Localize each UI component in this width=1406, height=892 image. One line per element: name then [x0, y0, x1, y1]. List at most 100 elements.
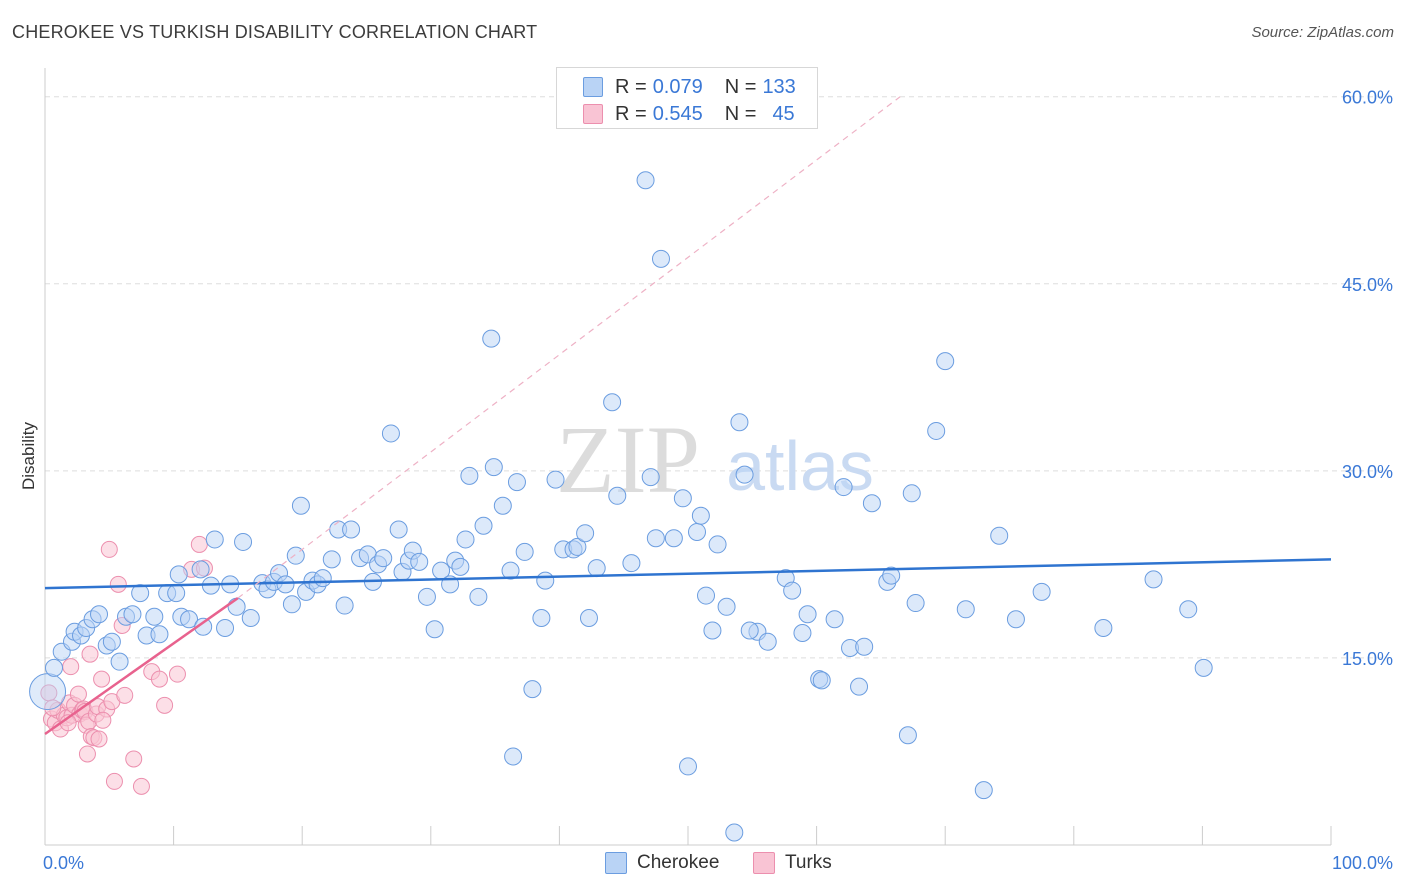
bottom-cherokee-label: Cherokee [637, 852, 720, 873]
cherokee-point [697, 586, 716, 605]
cherokee-point [110, 652, 129, 671]
bottom-legend-turks: Turks [753, 852, 832, 874]
cherokee-point [636, 171, 655, 190]
cherokee-point [651, 249, 670, 268]
cherokee-point [322, 550, 341, 569]
cherokee-point [507, 473, 526, 492]
cherokee-point [276, 575, 295, 594]
bottom-turks-swatch [753, 852, 775, 874]
turks-point [78, 745, 96, 763]
cherokee-swatch [583, 77, 603, 97]
watermark: ZIP atlas [556, 406, 874, 513]
cherokee-point [902, 484, 921, 503]
legend-row-turks: R = 0.545 N = 45 [557, 101, 795, 127]
x-tick-label-max: 100.0% [1332, 853, 1393, 873]
cherokee-point [167, 584, 186, 603]
stats-legend: R = 0.079 N = 133 R = 0.545 N = 45 [556, 67, 818, 129]
cherokee-point [688, 522, 707, 541]
cherokee-point [1144, 570, 1163, 589]
cherokee-point [703, 621, 722, 640]
cherokee-point [451, 557, 470, 576]
cherokee-r-label: R = [615, 75, 647, 98]
cherokee-point [579, 609, 598, 628]
cherokee-point [389, 520, 408, 539]
x-tick-label-min: 0.0% [43, 853, 84, 873]
cherokee-point [532, 609, 551, 628]
cherokee-point [1194, 658, 1213, 677]
cherokee-point [484, 458, 503, 477]
cherokee-point [855, 637, 874, 656]
y-tick-label: 60.0% [1342, 88, 1393, 108]
cherokee-point [493, 496, 512, 515]
cherokee-point [740, 621, 759, 640]
cherokee-point [974, 781, 993, 800]
y-axis-label: Disability [19, 421, 38, 490]
cherokee-n-value: 133 [762, 75, 796, 98]
cherokee-point [45, 658, 64, 677]
turks-point [94, 711, 112, 729]
turks-point [105, 772, 123, 790]
cherokee-point [679, 757, 697, 776]
cherokee-point [834, 478, 853, 497]
cherokee-point [501, 561, 520, 580]
y-tick-label: 30.0% [1342, 462, 1393, 482]
cherokee-point [1094, 618, 1113, 637]
chart-title: CHEROKEE VS TURKISH DISABILITY CORRELATI… [12, 22, 538, 42]
cherokee-point [708, 535, 727, 554]
turks-point [109, 575, 127, 593]
cherokee-point [646, 529, 665, 548]
cherokee-point [608, 486, 627, 505]
cherokee-point [730, 413, 749, 432]
cherokee-r-value: 0.079 [652, 75, 703, 98]
turks-point [132, 777, 150, 795]
cherokee-point [90, 605, 109, 624]
cherokee-point [474, 516, 493, 535]
cherokee-point [335, 596, 354, 615]
cherokee-point [417, 587, 436, 606]
cherokee-point [927, 421, 946, 440]
cherokee-point [906, 594, 925, 613]
cherokee-point [793, 623, 812, 642]
source-label: Source: ZipAtlas.com [1251, 24, 1394, 41]
turks-point [93, 670, 111, 688]
cherokee-point [342, 520, 361, 539]
cherokee-point [410, 552, 429, 571]
cherokee-point [460, 466, 479, 485]
cherokee-point [191, 560, 210, 579]
cherokee-point [1179, 600, 1198, 619]
turks-r-value: 0.545 [652, 102, 703, 125]
cherokee-point [523, 680, 542, 699]
legend-row-cherokee: R = 0.079 N = 133 [557, 74, 796, 100]
turks-point [81, 645, 99, 663]
cherokee-point [150, 625, 169, 644]
cherokee-point [469, 587, 488, 606]
cherokee-point [216, 618, 235, 637]
cherokee-point [131, 584, 150, 603]
turks-r-label: R = [615, 102, 647, 125]
cherokee-point [282, 595, 301, 614]
cherokee-point [234, 532, 253, 551]
bottom-legend-cherokee: Cherokee [605, 852, 719, 874]
cherokee-point [735, 465, 754, 484]
bottom-cherokee-swatch [605, 852, 627, 874]
cherokee-point [180, 610, 199, 629]
cherokee-point [812, 671, 831, 690]
cherokee-point [194, 617, 213, 636]
cherokee-point [882, 566, 901, 585]
cherokee-point [664, 529, 683, 548]
cherokee-point [603, 393, 622, 412]
turks-point [90, 730, 108, 748]
cherokee-point [850, 677, 869, 696]
cherokee-point [956, 600, 975, 619]
cherokee-point [641, 468, 660, 487]
cherokee-point [145, 607, 164, 626]
cherokee-point [313, 569, 332, 588]
cherokee-point [568, 537, 587, 556]
cherokee-point [1032, 582, 1051, 601]
turks-point [44, 699, 62, 717]
cherokee-point [576, 524, 595, 543]
cherokee-point [425, 620, 444, 639]
watermark-atlas: atlas [726, 427, 874, 505]
cherokee-point [482, 329, 501, 348]
